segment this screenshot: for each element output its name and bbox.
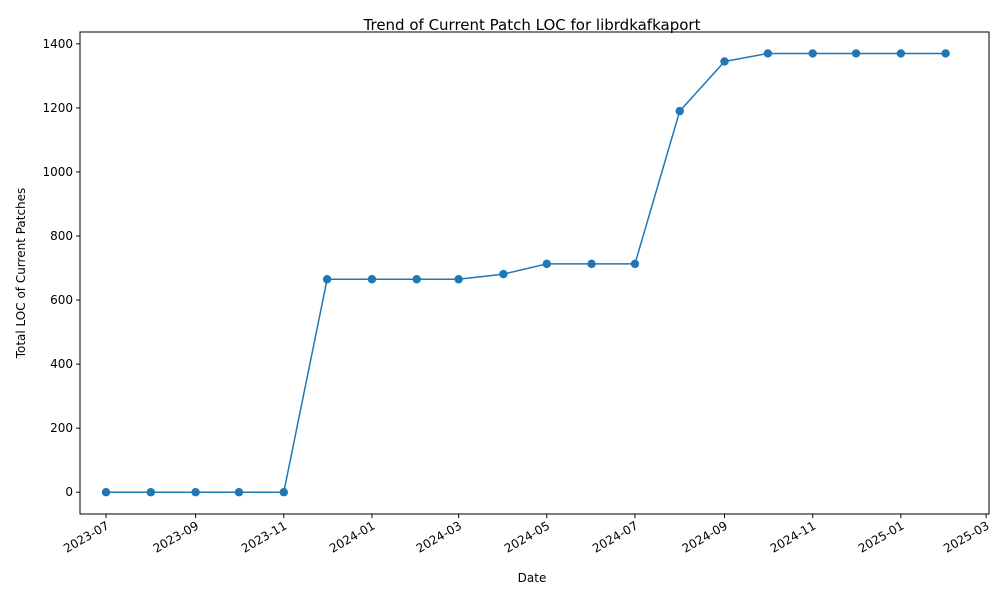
series-layer <box>101 49 950 497</box>
y-tick-label: 800 <box>50 229 73 243</box>
y-axis: 0 200 400 600 800 1000 1200 1400 <box>42 37 80 499</box>
data-point <box>808 49 817 58</box>
y-tick-label: 600 <box>50 293 73 307</box>
data-point <box>322 275 332 284</box>
data-point <box>896 49 906 58</box>
data-point <box>763 49 773 58</box>
data-point <box>412 275 421 284</box>
data-point <box>499 269 508 279</box>
data-point <box>191 488 200 497</box>
y-tick-label: 0 <box>65 485 73 499</box>
x-axis-label: Date <box>518 571 547 585</box>
y-tick-label: 400 <box>50 357 73 371</box>
data-point <box>675 106 684 116</box>
plot-frame <box>79 31 990 515</box>
data-point <box>234 488 244 497</box>
data-point <box>720 57 729 66</box>
y-tick-label: 1400 <box>42 37 73 51</box>
y-tick-label: 1200 <box>42 101 73 115</box>
series-line <box>106 52 946 493</box>
y-tick-label: 200 <box>50 421 73 435</box>
data-point <box>542 259 551 269</box>
data-point <box>367 275 377 284</box>
data-point <box>630 259 640 269</box>
data-point <box>454 275 463 284</box>
data-point <box>146 488 156 497</box>
data-point <box>941 49 950 58</box>
chart-title: Trend of Current Patch LOC for librdkafk… <box>363 16 701 34</box>
y-axis-label: Total LOC of Current Patches <box>14 188 28 360</box>
data-point <box>101 488 111 497</box>
y-tick-label: 1000 <box>42 165 73 179</box>
data-point <box>279 488 288 497</box>
data-point <box>851 49 861 58</box>
data-point <box>587 259 596 269</box>
